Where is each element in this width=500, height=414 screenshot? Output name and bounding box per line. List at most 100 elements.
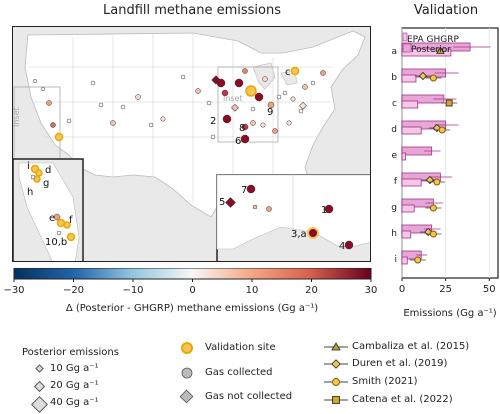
validation-xtick-label: 25 — [439, 284, 452, 295]
legend-smith-marker — [332, 378, 340, 386]
legend-size-item: 10 Gg a⁻¹ — [50, 363, 99, 374]
validation-category-label: d — [391, 125, 397, 135]
site-marker — [272, 128, 278, 134]
site-marker-diamond — [211, 75, 221, 85]
validation-xtick-label: 0 — [399, 284, 405, 295]
study-point — [438, 126, 446, 134]
legend-ghgrp-swatch — [402, 32, 408, 42]
inset-california: i d g h e f 10,b — [13, 158, 84, 261]
site-marker — [250, 120, 256, 126]
site-marker — [254, 92, 264, 102]
site-marker — [286, 120, 292, 126]
site-marker — [120, 104, 126, 110]
study-point — [429, 230, 437, 238]
site-marker — [267, 101, 275, 109]
legend-validation-marker — [181, 342, 193, 354]
validation-category-label: h — [391, 229, 397, 239]
site-marker — [310, 80, 316, 86]
site-marker — [260, 122, 266, 128]
legend-size-marker-small — [35, 364, 44, 373]
site-label: 9 — [267, 107, 273, 118]
map-panel: Inset Inset — [12, 26, 371, 262]
study-point — [436, 46, 445, 54]
legend-study-item: Smith (2021) — [352, 376, 418, 387]
ghgrp-bar — [401, 152, 406, 161]
validation-xlabel: Emissions (Gg a⁻¹) — [403, 308, 496, 319]
site-marker — [40, 86, 46, 92]
legend-gas-collected-marker — [181, 367, 193, 379]
site-label: 1 — [321, 205, 327, 216]
legend-posterior-swatch — [402, 43, 412, 53]
colorbar-tick-label: 30 — [365, 285, 378, 296]
site-label: 10,b — [45, 237, 67, 248]
site-marker — [290, 96, 296, 102]
validation-category-label: b — [391, 73, 397, 83]
site-label: 2 — [210, 116, 216, 127]
legend-size-marker-large — [31, 396, 48, 413]
site-marker — [250, 106, 256, 112]
site-marker — [242, 68, 248, 74]
site-label: e — [49, 213, 55, 224]
validation-chart: a b c d e f g h i 0 25 50 EPA GHGRP Posterior Emis… — [391, 27, 499, 319]
site-marker-diamond — [231, 103, 239, 112]
site-marker-diamond — [299, 101, 307, 110]
ghgrp-bar — [401, 256, 408, 265]
map-title: Landfill methane emissions — [103, 3, 281, 18]
legend-study-item: Duren et al. (2019) — [352, 358, 448, 369]
legend-duren-marker — [331, 359, 341, 369]
legend-site-item: Validation site — [205, 342, 276, 353]
study-point — [429, 204, 437, 212]
site-marker — [54, 132, 64, 142]
site-marker — [320, 70, 326, 76]
site-marker — [148, 122, 154, 128]
site-marker — [298, 108, 304, 114]
validation-title: Validation — [413, 3, 479, 18]
colorbar-tick-label: −20 — [63, 285, 84, 296]
ghgrp-bar — [401, 204, 415, 213]
legend-cambaliza-marker — [331, 342, 341, 351]
ghgrp-bar — [401, 126, 422, 135]
site-marker — [240, 134, 250, 144]
ghgrp-bar — [401, 230, 412, 239]
validation-category-label: a — [391, 47, 397, 57]
legend-site-item: Gas not collected — [205, 391, 293, 402]
colorbar-tick-label: −10 — [122, 285, 143, 296]
site-marker — [98, 102, 104, 108]
site-marker — [32, 78, 38, 84]
us-map: Inset Inset — [13, 30, 370, 261]
validation-legend-ghgrp: EPA GHGRP — [407, 35, 460, 45]
site-label: f — [69, 215, 73, 226]
site-label: 5 — [219, 197, 225, 208]
site-label: c — [285, 67, 291, 78]
site-markers — [32, 66, 326, 144]
site-marker — [276, 94, 282, 100]
site-marker — [262, 76, 268, 82]
site-marker — [234, 78, 244, 88]
study-point — [418, 71, 428, 81]
ghgrp-bar — [401, 74, 417, 83]
site-label: 6 — [235, 136, 241, 147]
study-point — [429, 74, 437, 82]
legend-size-marker-medium — [33, 380, 46, 393]
site-label: 8 — [239, 123, 245, 134]
site-marker — [50, 122, 56, 128]
site-label: d — [45, 165, 51, 176]
ghgrp-bar — [401, 100, 419, 109]
colorbar-tick-label: 0 — [189, 285, 195, 296]
site-marker — [222, 114, 232, 124]
legend-site-markers — [179, 342, 194, 404]
legend-size-item: 40 Gg a⁻¹ — [50, 397, 99, 408]
validation-category-label: i — [394, 255, 397, 265]
site-label: h — [27, 187, 33, 198]
site-marker — [241, 123, 249, 131]
legend-gas-not-collected-marker — [179, 389, 194, 404]
site-label: g — [43, 178, 49, 189]
site-marker — [206, 100, 212, 106]
study-point — [414, 256, 422, 264]
inset-gulf: 7 5 1 3,a 4 — [216, 174, 370, 261]
validation-category-label: f — [394, 177, 398, 187]
legend-study-item: Cambaliza et al. (2015) — [352, 341, 470, 352]
colorbar-tick-label: 20 — [305, 285, 318, 296]
colorbar-tick-label: 10 — [246, 285, 259, 296]
site-marker — [290, 66, 300, 76]
